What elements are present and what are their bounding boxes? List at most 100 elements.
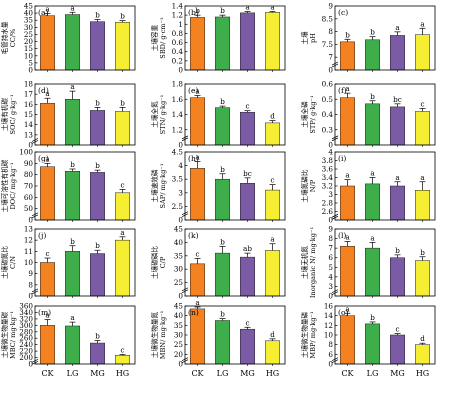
axis-break	[331, 357, 339, 361]
y-tick-label: 0.4	[172, 47, 184, 56]
plot-frame	[334, 228, 436, 297]
x-tick-label-CK: CK	[191, 369, 204, 378]
panel-g: a b b c 0 50 60 70 80 90 100 (g) 土壤可溶性有机碳DOC/ mg·kg⁻…	[0, 148, 136, 225]
bar-MG	[390, 35, 405, 71]
y-axis-label: 土壤容重SBD/ g·cm⁻³	[150, 17, 167, 59]
y-tick-label: 4	[178, 161, 183, 170]
significance-letter-CK: c	[45, 249, 49, 258]
plot-frame	[184, 151, 286, 221]
y-tick-label: 25	[174, 340, 184, 349]
significance-letter-MG: b	[395, 246, 400, 255]
axis-break	[331, 289, 339, 294]
y-tick-label: 35	[174, 321, 184, 330]
significance-letter-MG: b	[95, 11, 100, 20]
axis-break	[181, 213, 189, 218]
y-tick-label: 6	[328, 253, 333, 262]
significance-letter-LG: b	[370, 313, 375, 322]
y-tick-label: 90	[24, 159, 34, 168]
y-tick-label: 8	[328, 340, 333, 349]
significance-letter-LG: b	[370, 92, 375, 101]
bar-MG	[240, 256, 255, 297]
significance-letter-LG: b	[220, 310, 225, 319]
bar-CK	[40, 15, 55, 71]
plot-frame	[184, 5, 286, 71]
bar-MG	[90, 110, 105, 146]
y-tick-label: 11	[24, 247, 33, 256]
significance-letter-CK: c	[195, 249, 199, 258]
y-tick-label: 1.8	[172, 80, 184, 89]
axis-break	[181, 287, 189, 292]
significance-letter-MG: b	[95, 331, 100, 340]
y-tick-label: 7	[328, 244, 333, 253]
y-tick-label: 40	[24, 9, 34, 18]
y-tick-label: 0	[28, 360, 33, 369]
panel-label: (l)	[338, 231, 346, 240]
bar-HG	[265, 250, 280, 297]
axis-break	[31, 358, 39, 363]
axis-break	[31, 290, 39, 295]
bar-HG	[415, 344, 430, 365]
panel-k: c b ab a 0 25 30 35 40 45 (k) 土壤碳磷比C/P	[150, 225, 286, 301]
bar-HG	[415, 34, 430, 71]
significance-letter-MG: a	[395, 23, 400, 32]
axis-break	[181, 211, 189, 216]
y-tick-label: 18	[24, 80, 34, 89]
y-axis-label: 土壤pH	[300, 31, 317, 45]
y-tick-label: 13	[24, 225, 34, 234]
bar-CK	[340, 315, 355, 365]
significance-letter-CK: a	[45, 154, 50, 163]
bar-LG	[365, 247, 380, 297]
bar-LG	[365, 39, 380, 71]
y-tick-label: 10	[324, 331, 334, 340]
bar-CK	[340, 41, 355, 71]
y-tick-label: 7.5	[322, 40, 334, 49]
significance-letter-HG: d	[270, 330, 275, 339]
bar-MG	[90, 21, 105, 71]
y-tick-label: 220	[19, 347, 33, 356]
y-tick-label: 0.8	[172, 29, 184, 38]
panel-label: (k)	[188, 231, 199, 240]
bar-HG	[265, 12, 280, 71]
y-tick-label: 8	[28, 280, 33, 289]
bar-LG	[215, 252, 230, 297]
y-tick-label: 10	[24, 51, 34, 60]
axis-break	[31, 360, 39, 365]
y-tick-label: 360	[19, 302, 33, 311]
x-tick-label-CK: CK	[341, 369, 354, 378]
significance-letter-HG: d	[270, 112, 275, 121]
axis-break	[181, 357, 189, 361]
panel-f: a b bc c 0 0.3 0.4 0.5 0.6 (f) 土壤全磷STP/ g·kg⁻¹	[300, 80, 436, 150]
axis-break	[331, 291, 339, 296]
bar-MG	[390, 334, 405, 365]
axis-break	[331, 137, 339, 142]
panel-label: (a)	[38, 8, 48, 17]
x-tick-label-HG: HG	[116, 369, 129, 378]
bar-HG	[415, 190, 430, 221]
bar-HG	[415, 260, 430, 297]
bar-LG	[65, 14, 80, 71]
y-tick-label: 2.6	[322, 207, 334, 216]
significance-letter-HG: c	[120, 180, 124, 189]
panel-label: (h)	[188, 154, 199, 163]
significance-letter-CK: a	[345, 232, 350, 241]
y-tick-label: 6	[328, 350, 333, 359]
bar-CK	[340, 245, 355, 297]
bar-MG	[240, 12, 255, 71]
significance-letter-LG: b	[370, 28, 375, 37]
bar-HG	[415, 111, 430, 146]
bar-LG	[65, 325, 80, 365]
bar-LG	[65, 251, 80, 297]
x-tick-label-MG: MG	[240, 369, 255, 378]
y-tick-label: 320	[19, 314, 33, 323]
bar-CK	[340, 97, 355, 146]
y-tick-label: 12	[324, 321, 333, 330]
significance-letter-LG: b	[220, 237, 225, 246]
axis-break	[331, 135, 339, 140]
bar-LG	[365, 323, 380, 365]
panel-h: a b bc c 0 2.5 3 3.5 4 4.5 (h) 土壤速效磷SAP/ mg·kg⁻¹	[150, 148, 286, 225]
plot-frame	[34, 305, 136, 365]
y-tick-label: 5	[328, 263, 333, 272]
y-tick-label: 1.2	[172, 125, 183, 134]
y-tick-label: 8	[328, 234, 333, 243]
x-tick-label-LG: LG	[67, 369, 79, 378]
